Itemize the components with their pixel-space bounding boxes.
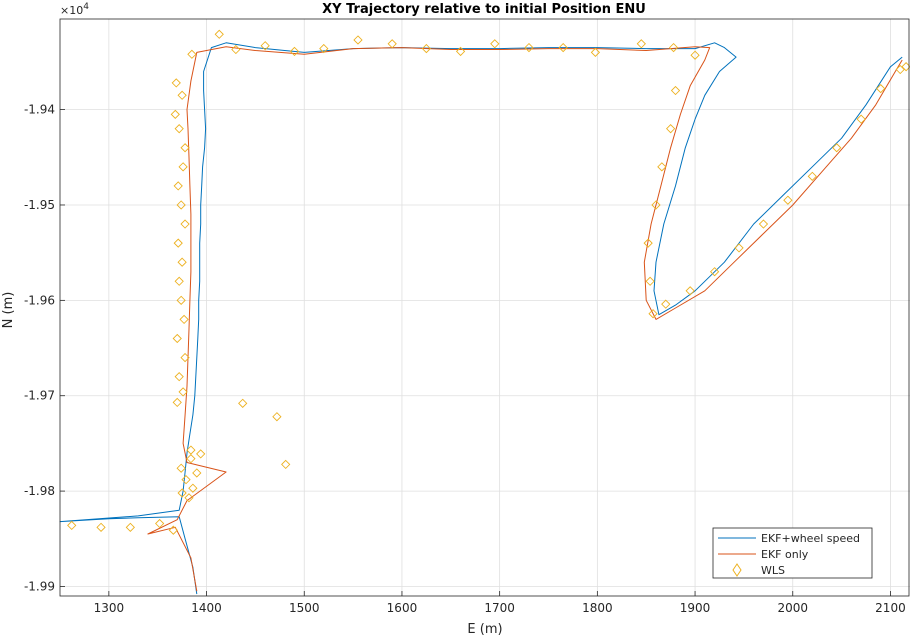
- legend-label-wls: WLS: [761, 564, 785, 577]
- plot-area: [60, 19, 910, 596]
- x-tick-label: 1900: [680, 601, 711, 615]
- x-tick-label: 1800: [582, 601, 613, 615]
- x-tick-label: 1300: [94, 601, 125, 615]
- y-tick-label: -1.96: [24, 293, 55, 307]
- chart-title: XY Trajectory relative to initial Positi…: [322, 2, 646, 17]
- y-tick-label: -1.95: [24, 198, 55, 212]
- x-tick-label: 1400: [191, 601, 222, 615]
- y-exponent-power: 4: [83, 2, 89, 12]
- x-axis-label: E (m): [467, 622, 502, 636]
- y-exponent-base: ×10: [60, 4, 83, 17]
- x-tick-label: 1700: [484, 601, 515, 615]
- legend: EKF+wheel speed EKF only WLS: [713, 528, 872, 578]
- y-tick-label: -1.99: [24, 579, 55, 593]
- y-tick-label: -1.98: [24, 484, 55, 498]
- x-tick-label: 1600: [387, 601, 418, 615]
- x-tick-label: 1500: [289, 601, 320, 615]
- legend-label-ekf-wheel-speed: EKF+wheel speed: [761, 532, 860, 545]
- y-tick-label: -1.94: [24, 103, 55, 117]
- x-tick-label: 2000: [777, 601, 808, 615]
- y-tick-label: -1.97: [24, 389, 55, 403]
- legend-label-ekf-only: EKF only: [761, 548, 809, 561]
- x-tick-label: 2100: [875, 601, 906, 615]
- y-axis-label: N (m): [1, 292, 16, 329]
